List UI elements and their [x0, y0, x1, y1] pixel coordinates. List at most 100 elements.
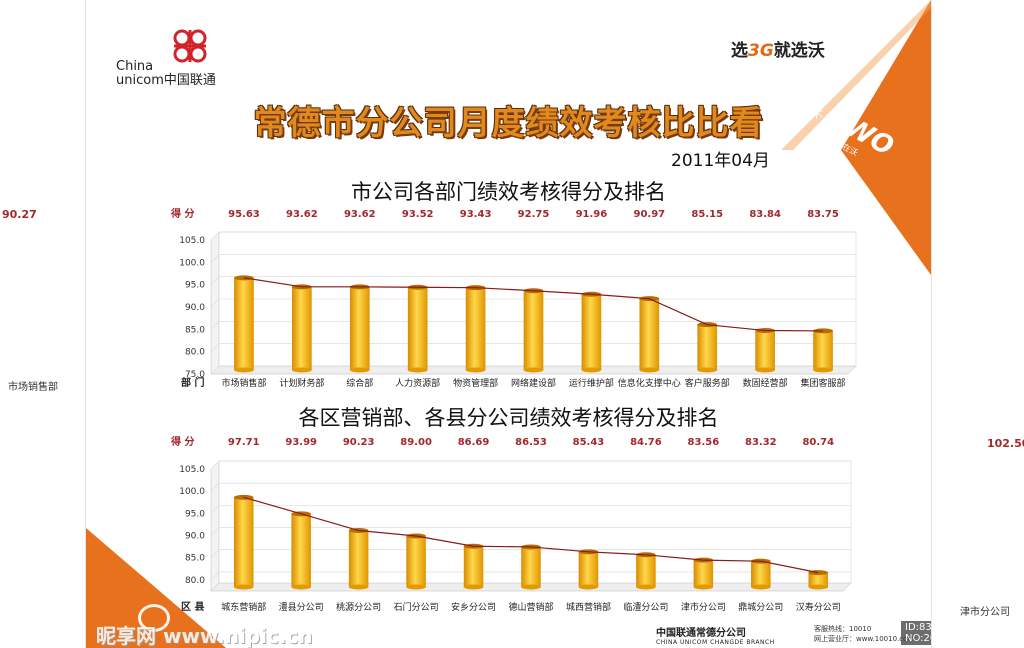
x-tick-label: 安乡分公司: [451, 601, 496, 613]
data-label: 83.84: [749, 209, 781, 220]
x-tick-label: 市场销售部: [221, 377, 266, 389]
y-tick-label: 95.0: [185, 509, 205, 519]
bar: [463, 546, 484, 587]
report-date: 2011年04月: [671, 151, 770, 171]
poster: 沃·3G WO 精彩在沃 China unicom中国联通 选3G就选沃 常德市…: [85, 0, 932, 648]
data-label: 86.53: [515, 437, 547, 448]
gridline-diag: [210, 527, 220, 536]
data-label: 80.74: [802, 437, 834, 448]
footer-company: 中国联通常德分公司 CHINA UNICOM CHANGDE BRANCH: [656, 624, 775, 646]
x-tick-label: 数固经营部: [743, 377, 788, 389]
x-tick-label: 汉寿分公司: [796, 601, 841, 613]
y-tick-label: 105.0: [179, 236, 205, 246]
gridline-diag: [210, 276, 220, 285]
data-label: 93.62: [286, 209, 318, 220]
bar: [693, 560, 714, 587]
x-tick-label: 运行维护部: [569, 377, 614, 389]
bar-base: [463, 584, 484, 590]
slogan-suffix: 就选沃: [773, 41, 825, 61]
left-stray-value: 90.27: [2, 208, 37, 221]
right-stray-label: 津市分公司: [960, 607, 1010, 618]
bar-base: [578, 584, 599, 590]
data-label: 89.00: [400, 437, 432, 448]
chart-2-title: 各区营销部、各县分公司绩效考核得分及排名: [298, 406, 719, 430]
y-tick-label: 90.0: [185, 303, 205, 313]
data-label: 93.99: [285, 437, 317, 448]
bar-base: [751, 584, 771, 590]
data-label: 93.62: [344, 209, 376, 220]
y-tick-label: 85.0: [185, 325, 205, 335]
data-label: 91.96: [576, 209, 608, 220]
bar: [636, 554, 656, 587]
x-tick-label: 网络建设部: [511, 377, 556, 389]
category-header: 区 县: [181, 601, 204, 613]
y-tick-label: 100.0: [179, 258, 205, 268]
x-tick-label: 石门分公司: [394, 601, 439, 613]
y-tick-label: 95.0: [185, 281, 205, 291]
y-tick-label: 85.0: [185, 554, 205, 564]
footer-company-name: 中国联通常德分公司: [656, 628, 746, 639]
bar-base: [349, 367, 370, 373]
bar: [808, 572, 829, 587]
bar-base: [693, 584, 714, 590]
bottom-left-corner-decoration: [86, 528, 226, 648]
gridline-diag: [210, 549, 220, 558]
bar-base: [755, 367, 775, 373]
slogan-prefix: 选: [731, 41, 748, 61]
data-label: 86.69: [458, 437, 490, 448]
bar-base: [465, 367, 486, 373]
x-tick-label: 桃源分公司: [336, 601, 381, 613]
unicom-knot-icon: [173, 29, 207, 63]
top-right-corner-decoration: [781, 0, 931, 275]
page-title: 常德市分公司月度绩效考核比比看: [253, 103, 764, 142]
district-score-chart: 80.0 85.0 90.0 95.0 100.0 105.0 得 分区 县 97.71 城东营…: [170, 435, 852, 613]
bar: [578, 551, 599, 587]
bar: [523, 290, 544, 370]
bar-base: [292, 367, 312, 373]
value-header: 得 分: [170, 435, 194, 448]
gridline-diag: [210, 365, 220, 375]
bar-base: [636, 584, 656, 590]
category-header: 部 门: [181, 376, 204, 389]
data-label: 84.76: [630, 437, 662, 448]
bar-base: [348, 584, 369, 590]
unicom-logo: China unicom中国联通: [116, 28, 236, 90]
bar-base: [808, 584, 829, 590]
gridline-diag: [210, 298, 220, 308]
bar-base: [697, 367, 718, 373]
gridline-diag: [210, 571, 220, 581]
data-label: 93.52: [402, 209, 434, 220]
trend-line: [243, 277, 824, 332]
bar: [234, 277, 254, 370]
gridline-diag: [210, 343, 220, 352]
bar-base: [521, 584, 541, 590]
bar: [407, 287, 428, 370]
x-tick-label: 临澧分公司: [623, 601, 668, 613]
x-tick-label: 集团客服部: [801, 377, 846, 389]
x-tick-label: 津市分公司: [681, 601, 726, 613]
gridline-diag: [210, 483, 220, 492]
bar: [291, 513, 311, 587]
bar-base: [407, 367, 428, 373]
footer-knot-icon: [138, 604, 170, 632]
gridline-diag: [210, 231, 220, 241]
gridline-diag: [210, 254, 220, 263]
bar: [348, 530, 369, 587]
x-tick-label: 计划财务部: [279, 377, 324, 389]
data-label: 83.56: [688, 437, 720, 448]
chart-1-title: 市公司各部门绩效考核得分及排名: [351, 180, 666, 204]
bar: [521, 546, 541, 587]
bar: [581, 294, 602, 370]
x-tick-label: 鼎城分公司: [738, 602, 783, 613]
logo-text-1: China: [116, 59, 154, 74]
data-label: 92.75: [518, 209, 550, 220]
data-label: 85.43: [573, 437, 605, 448]
gridline-diag: [210, 321, 220, 330]
x-tick-label: 城东营销部: [221, 601, 266, 613]
bar: [813, 330, 833, 370]
bar: [233, 497, 254, 587]
data-label: 90.97: [633, 209, 665, 220]
image-id-label: ID:8386162 NO:20110702102257531000: [901, 621, 931, 645]
logo-text-2: unicom中国联通: [116, 73, 216, 88]
footer-website: 网上营业厅：www.10010.com: [814, 635, 915, 643]
